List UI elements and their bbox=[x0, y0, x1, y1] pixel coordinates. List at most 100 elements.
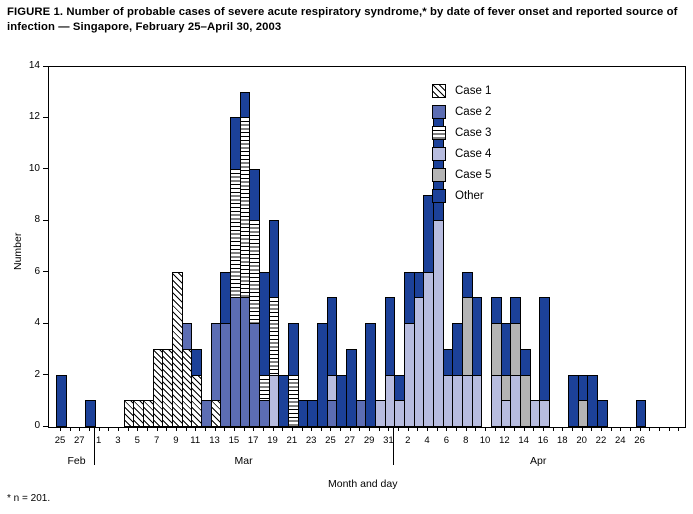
x-axis-title: Month and day bbox=[328, 478, 398, 490]
x-axis-tick-label: 27 bbox=[344, 435, 356, 446]
x-axis-tick bbox=[378, 427, 380, 431]
x-axis-tick bbox=[504, 427, 506, 431]
x-axis-tick bbox=[398, 427, 400, 431]
legend-label-case1: Case 1 bbox=[455, 85, 492, 97]
x-axis-tick-label: 24 bbox=[614, 435, 626, 446]
y-axis-tick-label: 8 bbox=[34, 214, 40, 226]
y-axis-tick-label: 10 bbox=[28, 162, 40, 174]
bar-segment-case3-mar19 bbox=[268, 297, 280, 376]
x-axis-tick bbox=[678, 427, 680, 431]
x-axis-tick-label: 29 bbox=[363, 435, 375, 446]
x-axis-tick bbox=[369, 427, 371, 431]
y-axis-tick-label: 2 bbox=[34, 368, 40, 380]
x-axis-tick bbox=[485, 427, 487, 431]
month-label-apr: Apr bbox=[529, 455, 547, 467]
legend-item-case1: Case 1 bbox=[432, 84, 491, 98]
x-axis-tick bbox=[552, 427, 554, 431]
x-axis-tick-label: 20 bbox=[576, 435, 587, 446]
x-axis-tick bbox=[446, 427, 448, 431]
x-axis-tick-label: 22 bbox=[595, 435, 607, 446]
x-axis-tick bbox=[610, 427, 612, 431]
y-axis-tick bbox=[43, 374, 48, 376]
x-axis-tick-label: 9 bbox=[173, 435, 179, 446]
month-separator bbox=[393, 427, 395, 465]
x-axis-tick-label: 17 bbox=[247, 435, 259, 446]
x-axis-tick bbox=[301, 427, 303, 431]
legend-item-other: Other bbox=[432, 189, 491, 203]
x-axis-tick-label: 25 bbox=[54, 435, 66, 446]
bar-segment-other-feb28 bbox=[85, 400, 96, 427]
x-axis-tick-label: 3 bbox=[115, 435, 121, 446]
x-axis-tick bbox=[320, 427, 322, 431]
x-axis-tick bbox=[88, 427, 90, 431]
x-axis-tick bbox=[514, 427, 516, 431]
x-axis-tick bbox=[127, 427, 129, 431]
y-axis-tick bbox=[43, 65, 48, 67]
x-axis-tick bbox=[156, 427, 158, 431]
legend-label-case4: Case 4 bbox=[455, 148, 492, 160]
x-axis-tick-label: 16 bbox=[537, 435, 549, 446]
legend-label-other: Other bbox=[455, 190, 484, 202]
x-axis-tick bbox=[60, 427, 61, 431]
bar-segment-other-mar25 bbox=[326, 297, 338, 376]
x-axis-tick bbox=[69, 427, 71, 431]
x-axis-tick bbox=[272, 427, 274, 431]
x-axis-tick bbox=[108, 427, 110, 431]
x-axis-tick-label: 2 bbox=[405, 435, 411, 446]
legend-swatch-case5 bbox=[432, 168, 446, 182]
month-separator bbox=[93, 427, 95, 465]
legend-item-case4: Case 4 bbox=[432, 147, 491, 161]
y-axis-tick-label: 14 bbox=[28, 60, 40, 71]
x-axis-tick-label: 11 bbox=[190, 435, 201, 446]
y-axis-tick bbox=[43, 116, 48, 118]
x-axis-tick bbox=[359, 427, 361, 431]
x-axis-tick-label: 7 bbox=[153, 435, 160, 446]
x-axis-tick bbox=[117, 427, 119, 431]
x-axis-tick-label: 8 bbox=[463, 435, 469, 446]
y-axis-tick-label: 4 bbox=[34, 317, 40, 329]
x-axis-tick bbox=[475, 427, 477, 431]
legend-label-case3: Case 3 bbox=[455, 127, 492, 139]
bar-segment-other-apr9 bbox=[471, 297, 483, 376]
bar-segment-other-feb25 bbox=[56, 375, 67, 427]
x-axis-tick bbox=[407, 427, 409, 431]
x-axis-tick-label: 5 bbox=[134, 435, 140, 446]
bar-segment-other-mar11 bbox=[191, 349, 203, 376]
x-axis-tick bbox=[465, 427, 467, 431]
x-axis-tick bbox=[330, 427, 332, 431]
y-axis-tick bbox=[43, 168, 48, 170]
bar-segment-other-apr13 bbox=[510, 297, 521, 324]
x-axis-tick bbox=[195, 427, 197, 431]
bar-segment-other-mar16 bbox=[239, 92, 251, 118]
x-axis-tick bbox=[349, 427, 351, 431]
x-axis-tick bbox=[137, 427, 139, 431]
x-axis-tick bbox=[456, 427, 458, 431]
x-axis-tick bbox=[649, 427, 651, 431]
footnote: * n = 201. bbox=[7, 493, 51, 504]
legend-label-case2: Case 2 bbox=[455, 106, 492, 118]
x-axis-tick bbox=[253, 427, 255, 431]
x-axis-tick bbox=[224, 427, 226, 431]
x-axis-tick-label: 1 bbox=[95, 435, 102, 446]
legend-swatch-other bbox=[432, 189, 446, 203]
x-axis-tick-label: 15 bbox=[228, 435, 240, 446]
y-axis-tick bbox=[43, 425, 48, 427]
legend-swatch-case2 bbox=[432, 105, 446, 119]
x-axis-tick bbox=[291, 427, 293, 431]
legend: Case 1 Case 2 Case 3 Case 4 Case 5 Other bbox=[432, 84, 491, 210]
bar-segment-other-mar19 bbox=[268, 220, 280, 298]
legend-swatch-case1 bbox=[432, 84, 446, 98]
bar-segment-other-mar27 bbox=[345, 349, 357, 427]
x-axis-tick bbox=[146, 427, 148, 431]
y-axis-tick-label: 12 bbox=[28, 111, 40, 123]
x-axis-tick-label: 21 bbox=[286, 435, 298, 446]
x-axis-tick bbox=[562, 427, 564, 431]
x-axis-tick-label: 23 bbox=[305, 435, 317, 446]
bar-segment-other-mar31 bbox=[384, 297, 396, 376]
bar-segment-other-mar21 bbox=[288, 323, 299, 376]
x-axis-tick bbox=[79, 427, 81, 431]
x-axis-tick bbox=[543, 427, 544, 431]
x-axis-tick bbox=[571, 427, 573, 431]
x-axis-tick-label: 19 bbox=[267, 435, 278, 446]
